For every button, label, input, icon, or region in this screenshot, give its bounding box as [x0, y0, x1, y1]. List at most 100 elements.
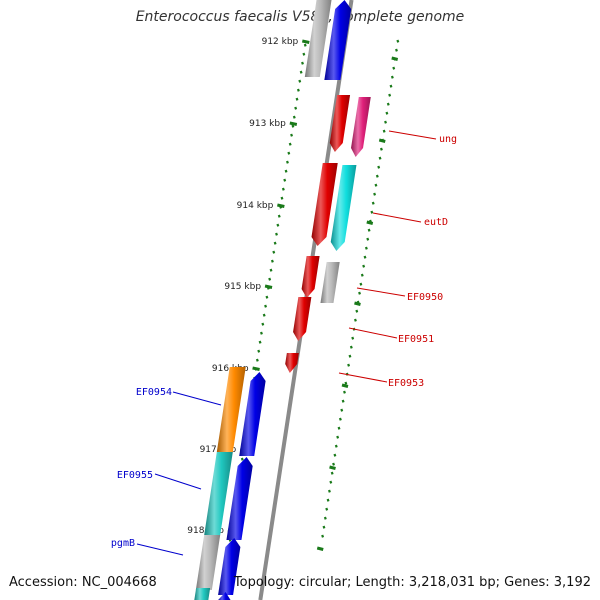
tick-dot: [298, 79, 302, 83]
gene-label-EF0955: EF0955: [117, 470, 202, 490]
tick-dot: [358, 291, 361, 295]
tick-dot: [261, 322, 265, 326]
gene-arrow-shape: [330, 165, 357, 251]
tick-dot: [390, 75, 394, 79]
tick-dot: [283, 178, 287, 182]
gene-arrow-shape: [217, 592, 232, 600]
tick-dot: [268, 277, 272, 281]
tick-dot: [240, 457, 244, 461]
axis-label: 912 kbp: [262, 37, 299, 47]
tick-dot: [333, 453, 337, 457]
gene-arrow-shape: [239, 372, 266, 456]
tick-dot: [325, 507, 329, 511]
tick-dot: [385, 111, 389, 115]
gene-label-eutD: eutD: [372, 212, 448, 228]
tick-dot: [302, 52, 306, 56]
gene-arrow-shape: [304, 0, 332, 77]
gene-arrow-shape: [204, 452, 233, 535]
gene-EF0950-1: [301, 256, 320, 298]
tick-dot: [330, 471, 334, 475]
gene-arrow-shape: [218, 538, 241, 595]
tick-dot: [322, 525, 326, 529]
leader-line: [348, 327, 398, 339]
gene-label-text: ung: [439, 134, 457, 145]
tick-dot: [366, 237, 370, 241]
gene-pgmB: [195, 535, 221, 590]
tick-dot: [378, 156, 382, 160]
tick-dot: [360, 273, 364, 277]
gene-arrow-shape: [216, 367, 246, 452]
gene-arrow-shape: [195, 535, 221, 590]
gene-eutD-1: [311, 163, 338, 246]
gene-label-text: EF0955: [117, 470, 153, 481]
tick-dot: [362, 264, 366, 268]
gene-eutD: [330, 165, 357, 251]
tick-dot: [347, 363, 351, 367]
gene-arrow-shape: [301, 256, 320, 298]
gene-bottom-blue: [217, 592, 232, 600]
gene-top-blue: [324, 0, 352, 80]
tick-dot: [379, 147, 383, 151]
gene-arrow-shape: [320, 262, 340, 303]
gene-arrow-shape: [324, 0, 352, 80]
tick-dot: [348, 354, 352, 358]
major-tick-outer: [316, 546, 324, 551]
gene-ung-1: [329, 95, 351, 152]
gene-arrow-shape: [311, 163, 338, 246]
axis-label: 915 kbp: [224, 282, 261, 292]
major-tick: [289, 121, 298, 126]
tick-dot: [392, 66, 396, 70]
gene-arrow-shape: [351, 97, 371, 157]
leader-line: [172, 391, 222, 406]
tick-dot: [377, 165, 381, 169]
gene-EF0955-2: [226, 457, 253, 540]
gene-label-text: EF0950: [407, 292, 443, 303]
tick-dot: [340, 408, 344, 412]
tick-dot: [374, 183, 378, 187]
tick-row-outer: [321, 39, 400, 538]
axis-label: 914 kbp: [237, 201, 274, 211]
tick-dot: [363, 255, 367, 259]
gene-label-ung: ung: [388, 130, 457, 145]
genome-summary: Topology: circular; Length: 3,218,031 bp…: [233, 575, 591, 590]
tick-dot: [386, 102, 390, 106]
tick-dot: [290, 133, 293, 137]
tick-dot: [276, 223, 280, 227]
gene-label-text: pgmB: [111, 538, 135, 549]
tick-dot: [332, 462, 335, 466]
gene-label-text: EF0954: [136, 387, 172, 398]
gene-EF0953: [285, 353, 299, 373]
gene-label-EF0951: EF0951: [348, 327, 434, 345]
major-tick-outer: [354, 301, 361, 306]
gene-EF0955: [204, 452, 233, 535]
tick-dot: [299, 70, 303, 74]
tick-dot: [364, 246, 368, 250]
tick-dot: [337, 426, 341, 430]
tick-dot: [323, 516, 327, 520]
tick-dot: [353, 318, 357, 322]
leader-line: [338, 372, 388, 383]
major-tick: [264, 284, 273, 289]
axis-label: 913 kbp: [249, 119, 286, 129]
gene-label-EF0950: EF0950: [356, 287, 443, 303]
gene-label-EF0953: EF0953: [338, 372, 424, 389]
leader-line: [372, 212, 422, 223]
tick-dot: [384, 120, 387, 124]
tick-dot: [273, 241, 277, 245]
leader-line: [388, 130, 437, 140]
gene-arrow-shape: [226, 457, 253, 540]
tick-dot: [294, 106, 298, 110]
major-tick-outer: [329, 465, 336, 470]
gene-EF0950: [320, 262, 340, 303]
gene-arrow-shape: [285, 353, 299, 373]
tick-dot: [303, 43, 307, 47]
tick-dot: [359, 282, 363, 286]
gene-label-text: EF0953: [388, 378, 424, 389]
gene-top-gray: [304, 0, 332, 77]
tick-dot: [287, 151, 291, 155]
major-tick: [301, 39, 310, 44]
major-tick-outer: [391, 56, 399, 61]
tick-dot: [281, 187, 285, 191]
tick-dot: [296, 88, 300, 92]
